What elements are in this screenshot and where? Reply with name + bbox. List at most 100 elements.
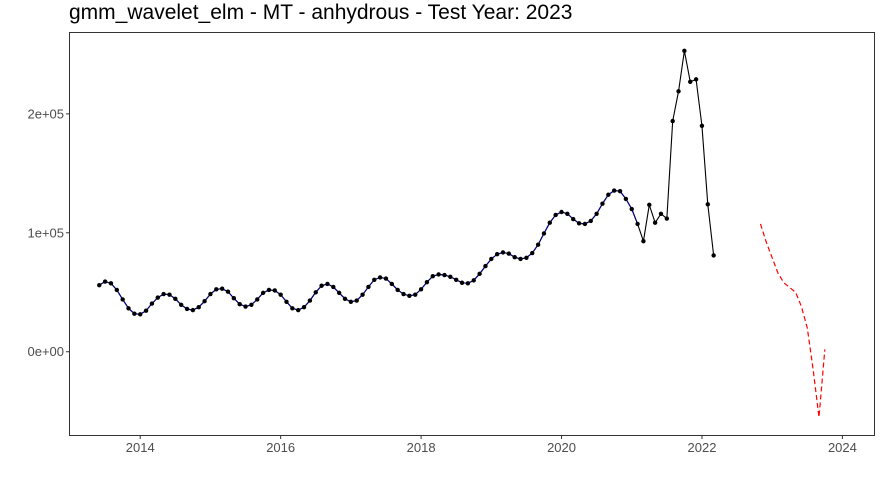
data-point — [231, 296, 237, 301]
panel-border — [69, 32, 875, 436]
data-point — [108, 281, 114, 286]
data-point — [342, 296, 348, 302]
data-point — [219, 286, 225, 291]
axes: 2014 2016 2018 2020 2022 2024 0e+00 1e+05 2e+05 — [27, 106, 856, 455]
data-point — [214, 287, 219, 292]
data-point — [290, 306, 295, 311]
data-point — [465, 281, 471, 286]
data-point — [506, 251, 512, 256]
data-point — [173, 296, 178, 302]
data-point — [138, 312, 143, 317]
data-point — [512, 254, 517, 260]
data-point — [377, 275, 383, 280]
data-point — [559, 209, 564, 215]
data-point — [401, 291, 406, 297]
data-point — [348, 299, 354, 304]
data-point — [652, 220, 658, 225]
x-tick-label: 2020 — [547, 440, 576, 455]
series-lines — [98, 50, 826, 418]
data-point — [383, 276, 389, 281]
data-point — [418, 287, 424, 292]
series-line-0 — [98, 50, 715, 315]
y-tick-label: 1e+05 — [27, 225, 64, 240]
data-point — [471, 278, 476, 283]
chart-title: gmm_wavelet_elm - MT - anhydrous - Test … — [69, 1, 573, 24]
data-point — [424, 279, 430, 285]
data-point — [676, 89, 681, 94]
data-point — [553, 212, 558, 218]
data-point — [535, 242, 541, 247]
data-point — [301, 304, 307, 310]
data-point — [249, 302, 254, 307]
data-point — [178, 302, 184, 307]
data-point — [436, 272, 441, 277]
data-point — [518, 256, 523, 262]
data-point — [354, 298, 359, 303]
data-point — [360, 292, 365, 297]
data-point — [237, 301, 242, 307]
data-point — [336, 290, 342, 296]
x-tick-label: 2024 — [828, 440, 857, 455]
data-point — [606, 192, 611, 197]
data-point — [389, 281, 395, 287]
data-point — [459, 280, 465, 285]
data-point — [623, 196, 629, 202]
data-point — [442, 272, 447, 278]
data-point — [184, 306, 190, 312]
series-points — [97, 48, 716, 317]
data-point — [453, 277, 459, 282]
data-point — [413, 292, 418, 297]
data-point — [658, 211, 664, 216]
data-point — [524, 255, 529, 260]
series-line-2 — [759, 223, 826, 418]
data-point — [629, 206, 634, 212]
data-point — [705, 202, 710, 207]
data-point — [225, 289, 231, 294]
data-point — [272, 288, 277, 293]
data-point — [547, 220, 553, 225]
data-point — [132, 311, 137, 316]
data-point — [278, 292, 283, 297]
data-point — [489, 256, 494, 262]
data-point — [319, 283, 324, 288]
data-point — [477, 271, 482, 277]
data-point — [331, 284, 336, 290]
data-point — [407, 293, 412, 299]
data-point — [120, 297, 125, 302]
data-point — [571, 216, 576, 222]
data-point — [395, 287, 400, 293]
data-point — [284, 299, 289, 304]
data-point — [149, 301, 155, 306]
data-point — [541, 231, 547, 236]
x-tick-label: 2022 — [688, 440, 717, 455]
data-point — [711, 253, 716, 258]
data-point — [611, 188, 617, 193]
data-point — [565, 211, 570, 216]
x-tick-label: 2014 — [126, 440, 155, 455]
x-tick-label: 2016 — [266, 440, 295, 455]
data-point — [296, 307, 301, 313]
data-point — [699, 123, 705, 128]
data-point — [102, 279, 108, 284]
y-tick-label: 2e+05 — [27, 106, 64, 121]
data-point — [448, 274, 453, 280]
data-point — [143, 308, 149, 313]
data-point — [167, 292, 172, 297]
data-point — [208, 291, 213, 297]
data-point — [372, 277, 377, 282]
data-point — [161, 291, 166, 297]
data-point — [430, 274, 435, 279]
data-point — [693, 77, 699, 82]
data-point — [641, 238, 646, 244]
data-point — [202, 299, 207, 304]
data-point — [588, 218, 593, 224]
data-point — [243, 304, 248, 309]
data-point — [255, 297, 260, 302]
data-point — [325, 281, 330, 287]
data-point — [582, 221, 588, 227]
data-point — [155, 295, 160, 300]
data-point — [196, 304, 201, 310]
data-point — [576, 221, 582, 226]
data-point — [500, 250, 506, 255]
